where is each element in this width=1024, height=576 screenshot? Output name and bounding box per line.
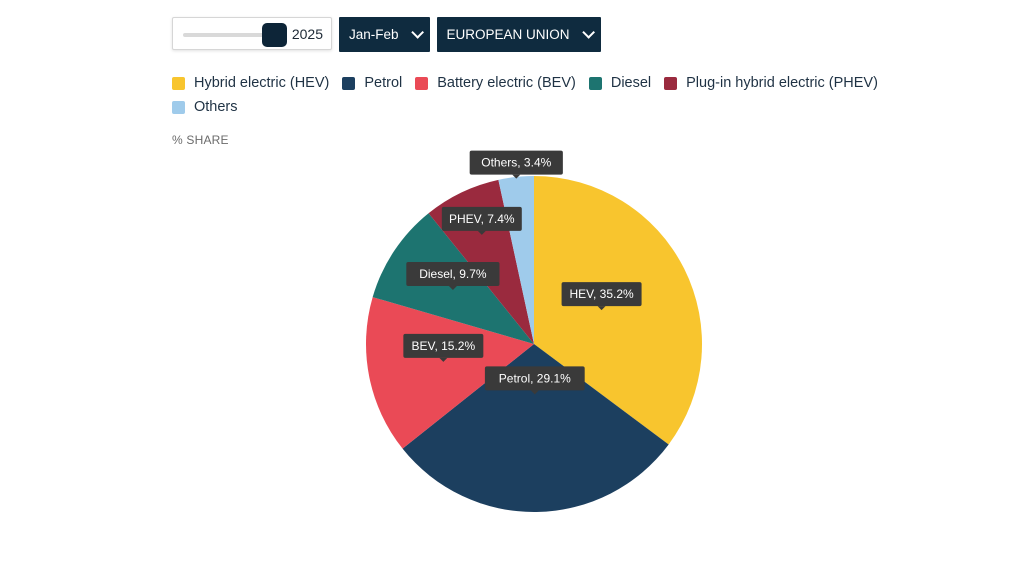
legend-item-phev[interactable]: Plug-in hybrid electric (PHEV) bbox=[664, 74, 878, 92]
data-label-pointer bbox=[439, 357, 448, 362]
legend-swatch bbox=[172, 76, 185, 90]
region-value: EUROPEAN UNION bbox=[446, 27, 570, 42]
pie-slice-petrol[interactable] bbox=[402, 344, 669, 512]
legend-label: Others bbox=[194, 99, 238, 115]
legend-label: Diesel bbox=[610, 75, 652, 91]
legend-swatch bbox=[415, 76, 429, 90]
legend-label: Petrol bbox=[364, 75, 403, 91]
legend-item-petrol[interactable]: Petrol bbox=[342, 74, 402, 92]
data-label-text: PHEV, 7.4% bbox=[449, 212, 515, 226]
legend-label: Hybrid electric (HEV) bbox=[194, 75, 330, 91]
filter-controls: 2025 Jan-Feb EUROPEAN UNION bbox=[172, 17, 601, 52]
slider-track[interactable] bbox=[183, 33, 287, 37]
data-label-text: Diesel, 9.7% bbox=[419, 267, 487, 281]
legend-item-bev[interactable]: Battery electric (BEV) bbox=[415, 74, 576, 92]
data-label-phev: PHEV, 7.4% bbox=[441, 206, 522, 235]
legend-item-diesel[interactable]: Diesel bbox=[588, 74, 652, 92]
legend-label: Battery electric (BEV) bbox=[437, 75, 576, 91]
legend: Hybrid electric (HEV) Petrol Battery ele… bbox=[172, 74, 892, 116]
data-label-box bbox=[561, 282, 642, 307]
legend-swatch bbox=[588, 76, 602, 90]
unit-note: % SHARE bbox=[172, 133, 229, 147]
year-value: 2025 bbox=[291, 26, 323, 42]
data-label-text: Others, 3.4% bbox=[481, 156, 551, 170]
data-label-pointer bbox=[597, 306, 606, 311]
legend-item-others[interactable]: Others bbox=[172, 98, 238, 116]
data-label-box bbox=[484, 366, 585, 391]
data-label-pointer bbox=[512, 174, 521, 179]
data-label-box bbox=[406, 261, 500, 286]
region-dropdown[interactable]: EUROPEAN UNION bbox=[436, 17, 601, 52]
period-dropdown[interactable]: Jan-Feb bbox=[339, 17, 430, 52]
period-value: Jan-Feb bbox=[349, 27, 399, 42]
legend-swatch bbox=[342, 76, 356, 90]
legend-item-hev[interactable]: Hybrid electric (HEV) bbox=[172, 74, 329, 92]
data-label-pointer bbox=[530, 390, 539, 395]
data-label-bev: BEV, 15.2% bbox=[403, 333, 484, 362]
data-label-text: BEV, 15.2% bbox=[412, 339, 476, 353]
year-slider[interactable]: 2025 bbox=[172, 17, 332, 50]
data-label-petrol: Petrol, 29.1% bbox=[484, 366, 585, 395]
data-label-text: Petrol, 29.1% bbox=[499, 371, 571, 385]
data-label-text: HEV, 35.2% bbox=[569, 287, 634, 301]
pie-slice-hev[interactable] bbox=[534, 176, 702, 445]
data-label-box bbox=[403, 333, 484, 358]
data-label-hev: HEV, 35.2% bbox=[561, 282, 642, 311]
data-label-diesel: Diesel, 9.7% bbox=[406, 261, 500, 290]
slider-thumb[interactable] bbox=[262, 23, 287, 47]
data-label-pointer bbox=[448, 285, 457, 290]
data-label-others: Others, 3.4% bbox=[469, 150, 563, 179]
legend-label: Plug-in hybrid electric (PHEV) bbox=[686, 75, 878, 91]
legend-swatch bbox=[172, 100, 185, 114]
legend-swatch bbox=[664, 76, 678, 90]
data-label-pointer bbox=[477, 230, 486, 235]
data-label-box bbox=[469, 150, 563, 175]
data-label-box bbox=[441, 206, 522, 231]
